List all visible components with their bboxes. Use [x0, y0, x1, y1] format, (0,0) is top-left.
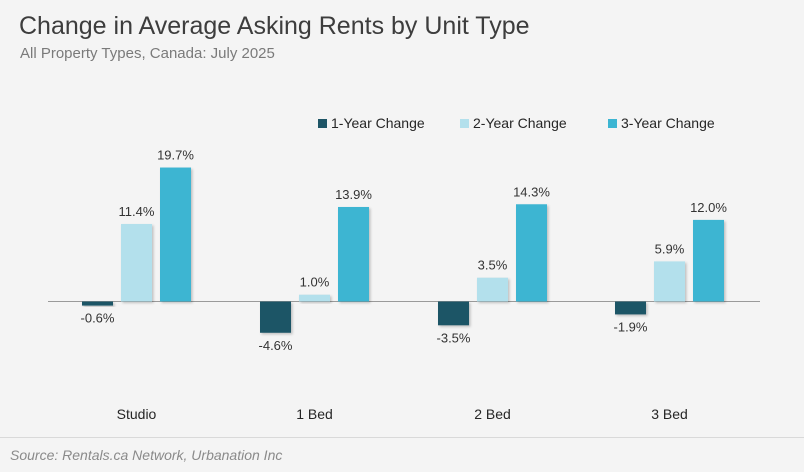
data-label-2-year-change-2-bed: 3.5%: [478, 258, 508, 273]
source-note: Source: Rentals.ca Network, Urbanation I…: [10, 447, 283, 463]
category-label-studio: Studio: [117, 406, 157, 422]
legend-label-1-year-change: 1-Year Change: [331, 115, 425, 131]
category-label-2-bed: 2 Bed: [474, 406, 511, 422]
legend-label-2-year-change: 2-Year Change: [473, 115, 567, 131]
bar-1-year-change-3-bed: [615, 301, 646, 315]
data-label-2-year-change-3-bed: 5.9%: [655, 241, 685, 256]
bar-3-year-change-3-bed: [693, 219, 724, 302]
legend-swatch-1-year-change: [318, 119, 327, 128]
bar-1-year-change-studio: [82, 301, 113, 306]
data-label-1-year-change-2-bed: -3.5%: [437, 330, 471, 345]
legend-label-3-year-change: 3-Year Change: [621, 115, 715, 131]
category-label-1-bed: 1 Bed: [296, 406, 333, 422]
data-label-2-year-change-1-bed: 1.0%: [300, 275, 330, 290]
legend-swatch-2-year-change: [460, 119, 469, 128]
data-label-3-year-change-3-bed: 12.0%: [690, 200, 727, 215]
bar-2-year-change-1-bed: [299, 294, 330, 302]
bar-3-year-change-2-bed: [516, 204, 547, 302]
data-label-1-year-change-3-bed: -1.9%: [614, 319, 648, 334]
bar-1-year-change-1-bed: [260, 301, 291, 333]
bar-2-year-change-3-bed: [654, 261, 685, 302]
data-label-2-year-change-studio: 11.4%: [119, 204, 155, 219]
footer-divider: [0, 437, 804, 438]
data-label-1-year-change-1-bed: -4.6%: [259, 338, 293, 353]
data-label-1-year-change-studio: -0.6%: [81, 311, 115, 326]
data-label-3-year-change-2-bed: 14.3%: [513, 184, 550, 199]
legend-swatch-3-year-change: [608, 119, 617, 128]
bar-1-year-change-2-bed: [438, 301, 469, 326]
bar-3-year-change-studio: [160, 167, 191, 302]
category-label-3-bed: 3 Bed: [651, 406, 688, 422]
data-label-3-year-change-studio: 19.7%: [157, 148, 194, 163]
bar-chart: -0.6% -4.6% -3.5% -1.9% 11.4% 1.0% 3.5% 5.9% 19.…: [48, 115, 760, 422]
data-label-3-year-change-1-bed: 13.9%: [335, 187, 372, 202]
chart-subtitle: All Property Types, Canada: July 2025: [20, 45, 275, 62]
bar-3-year-change-1-bed: [338, 206, 369, 302]
bar-2-year-change-2-bed: [477, 277, 508, 302]
chart-title: Change in Average Asking Rents by Unit T…: [19, 12, 530, 40]
bar-2-year-change-studio: [121, 223, 152, 302]
